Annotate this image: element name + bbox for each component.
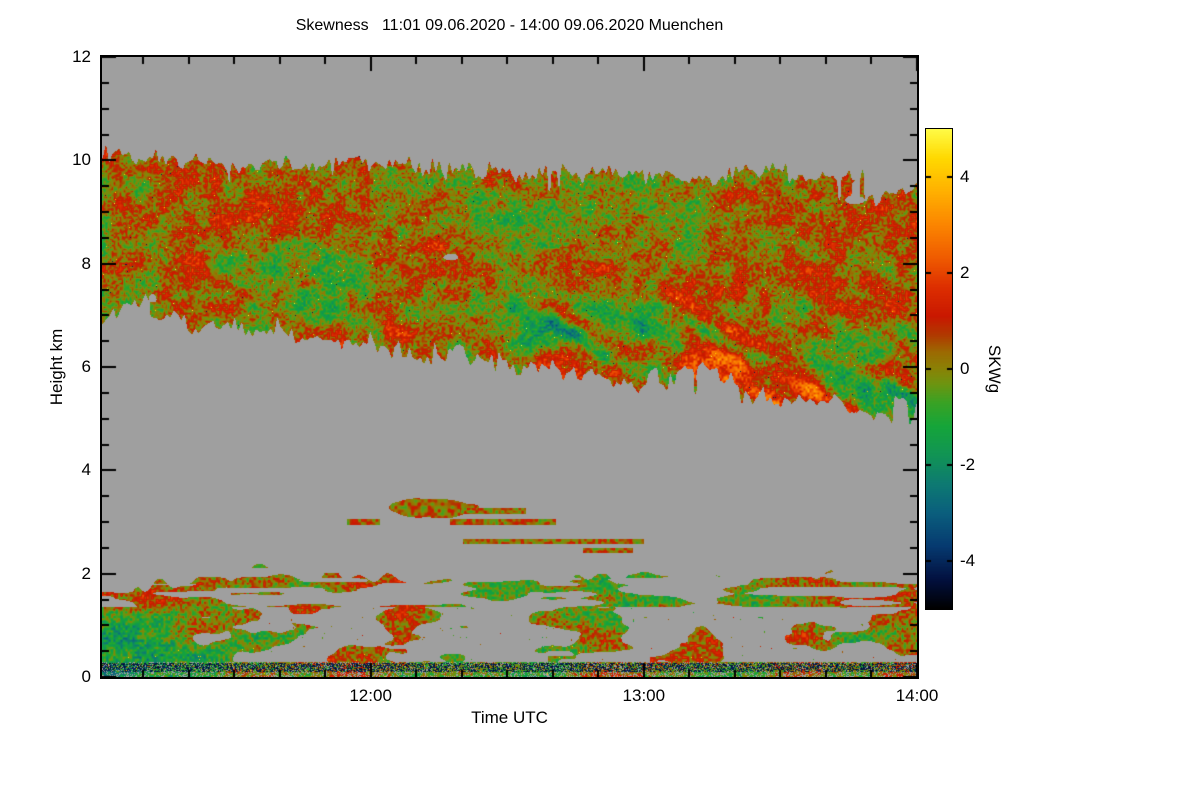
- heatmap-canvas: [102, 57, 917, 677]
- y-tick-label: 8: [81, 253, 91, 273]
- y-tick-label: 10: [72, 150, 91, 170]
- y-axis-title: Height km: [47, 328, 66, 406]
- x-axis-title: Time UTC: [471, 708, 548, 727]
- y-tick-label: 6: [81, 357, 91, 376]
- colorbar: [925, 128, 953, 610]
- y-tick-label: 2: [81, 563, 91, 583]
- x-tick-label: 12:00: [349, 686, 392, 705]
- x-tick-label: 14:00: [895, 686, 939, 705]
- colorbar-tick-label: -2: [960, 455, 976, 474]
- colorbar-tick-label: 4: [960, 167, 970, 186]
- y-tick-label: 0: [81, 667, 91, 686]
- x-tick-label: 13:00: [622, 686, 666, 705]
- colorbar-canvas: [926, 129, 952, 609]
- colorbar-tick-label: -4: [960, 551, 976, 570]
- colorbar-tick-label: 2: [960, 263, 970, 282]
- chart-title: Skewness 11:01 09.06.2020 - 14:00 09.06.…: [295, 17, 724, 34]
- y-tick-label: 4: [81, 460, 91, 480]
- colorbar-tick-label: 0: [960, 359, 970, 378]
- y-tick-label: 12: [72, 47, 91, 66]
- colorbar-title: SKWg: [985, 344, 1004, 394]
- plot-area: [100, 55, 919, 679]
